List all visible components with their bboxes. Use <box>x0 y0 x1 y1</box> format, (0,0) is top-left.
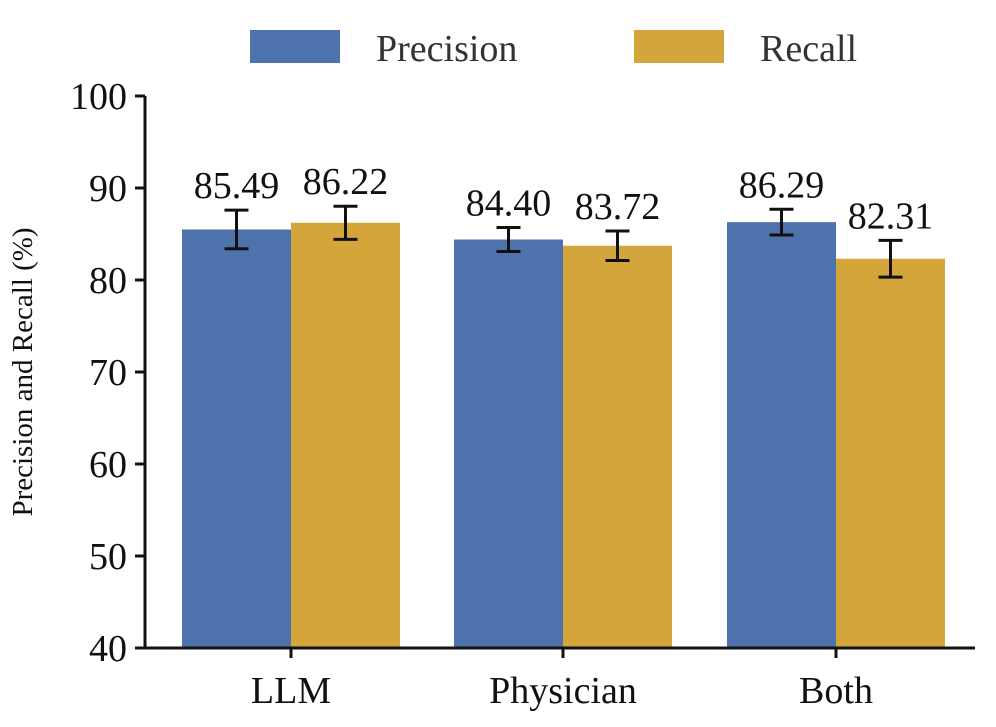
data-label-recall-physician: 83.72 <box>575 186 661 228</box>
error-bars <box>224 204 903 279</box>
bar-precision-physician <box>454 239 563 648</box>
bar-precision-both <box>727 222 836 648</box>
legend-label-recall: Recall <box>760 28 857 70</box>
y-tick-label-100: 100 <box>70 76 127 118</box>
bar-recall-llm <box>291 222 400 648</box>
y-tick-label-80: 80 <box>89 260 127 302</box>
y-axis-title: Precision and Recall (%) <box>7 227 39 516</box>
bars <box>182 222 945 648</box>
x-tick-label-llm: LLM <box>251 670 331 712</box>
bar-precision-llm <box>182 229 291 648</box>
y-tick-label-50: 50 <box>89 536 127 578</box>
x-tick-label-both: Both <box>799 670 873 712</box>
data-label-precision-llm: 85.49 <box>194 165 280 207</box>
y-tick-label-60: 60 <box>89 444 127 486</box>
data-label-precision-both: 86.29 <box>739 164 825 206</box>
x-tick-label-physician: Physician <box>489 670 637 712</box>
y-tick-label-90: 90 <box>89 168 127 210</box>
legend-swatch-recall <box>634 30 724 63</box>
legend: Precision Recall <box>250 28 857 70</box>
bar-recall-both <box>836 258 945 648</box>
data-label-precision-physician: 84.40 <box>466 183 552 225</box>
legend-swatch-precision <box>250 30 340 63</box>
data-label-recall-llm: 86.22 <box>303 161 389 203</box>
data-labels: 85.49 84.40 86.29 86.22 83.72 82.31 <box>194 161 934 237</box>
legend-label-precision: Precision <box>376 28 517 70</box>
data-label-recall-both: 82.31 <box>848 195 934 237</box>
bar-recall-physician <box>563 245 672 648</box>
y-tick-label-70: 70 <box>89 352 127 394</box>
y-tick-label-40: 40 <box>89 628 127 670</box>
x-axis: LLM Physician Both <box>145 646 975 712</box>
y-axis: 40 50 60 70 80 90 100 <box>70 76 147 670</box>
